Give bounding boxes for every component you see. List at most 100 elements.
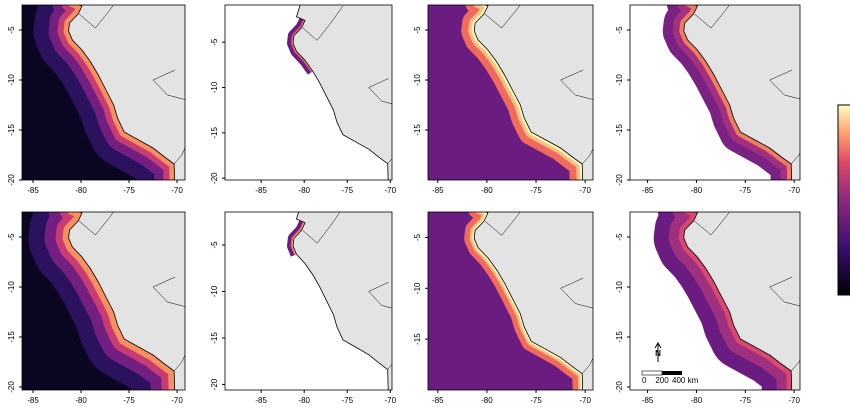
- x-tick-label: -70: [384, 186, 396, 195]
- x-tick-label: -75: [530, 186, 542, 195]
- scale-bar-white: [641, 370, 663, 376]
- x-tick-label: -85: [642, 396, 654, 405]
- y-tick-label: -15: [413, 124, 422, 136]
- border: [694, 212, 730, 236]
- x-tick-label: -85: [27, 396, 39, 405]
- border: [484, 212, 521, 236]
- colorbar: [837, 104, 850, 296]
- x-tick-label: -80: [691, 396, 703, 405]
- x-tick-label: -80: [298, 396, 310, 405]
- map-panel: [428, 5, 593, 180]
- border: [694, 5, 730, 29]
- x-tick-label: -75: [123, 396, 135, 405]
- y-tick-label: -5: [7, 233, 16, 241]
- y-tick-label: -20: [210, 378, 219, 390]
- frame: [629, 211, 801, 391]
- y-tick-label: -5: [7, 26, 16, 34]
- x-tick-label: -70: [579, 186, 591, 195]
- x-tick-label: -75: [740, 396, 752, 405]
- map-panel: [428, 212, 593, 390]
- border: [173, 147, 185, 165]
- y-tick-label: -15: [210, 332, 219, 344]
- frame: [21, 211, 186, 391]
- y-tick-label: -15: [7, 124, 16, 136]
- x-tick-label: -80: [75, 186, 87, 195]
- border: [387, 363, 392, 370]
- north-arrow-head: [654, 342, 662, 349]
- frame: [21, 4, 186, 181]
- y-tick-label: -5: [210, 38, 219, 46]
- map-panel: [22, 5, 185, 180]
- y-tick-label: -15: [7, 331, 16, 343]
- land: [292, 5, 392, 180]
- x-tick-label: -80: [481, 186, 493, 195]
- x-tick-label: -80: [75, 396, 87, 405]
- border: [302, 212, 341, 244]
- y-tick-label: -10: [615, 74, 624, 86]
- border: [152, 69, 185, 100]
- y-tick-label: -15: [615, 331, 624, 343]
- y-tick-label: -10: [413, 282, 422, 294]
- map-panel: [22, 212, 185, 390]
- x-tick-label: -75: [530, 396, 542, 405]
- map-panel: [225, 5, 392, 180]
- x-tick-label: -85: [432, 396, 444, 405]
- y-tick-label: -10: [615, 281, 624, 293]
- y-tick-label: -20: [210, 172, 219, 184]
- land: [292, 212, 392, 390]
- border: [769, 69, 800, 100]
- scale-label: 400 km: [672, 376, 699, 385]
- border: [387, 158, 392, 164]
- land: [473, 5, 593, 180]
- y-tick-label: -15: [210, 127, 219, 139]
- y-tick-label: -5: [615, 233, 624, 241]
- map-panel: [630, 5, 800, 180]
- x-tick-label: -85: [642, 186, 654, 195]
- border: [791, 359, 800, 372]
- x-tick-label: -70: [788, 186, 800, 195]
- border: [560, 69, 593, 100]
- border: [560, 277, 593, 309]
- x-tick-label: -70: [788, 396, 800, 405]
- border: [78, 5, 114, 29]
- x-tick-label: -85: [27, 186, 39, 195]
- scale-label: 0: [642, 376, 647, 385]
- y-tick-label: -10: [7, 281, 16, 293]
- x-tick-label: -70: [171, 186, 183, 195]
- y-tick-label: -20: [7, 174, 16, 186]
- land: [68, 5, 185, 180]
- border: [302, 5, 344, 41]
- frame: [427, 4, 594, 181]
- land: [683, 5, 800, 180]
- y-tick-label: -10: [210, 81, 219, 93]
- border: [368, 281, 392, 309]
- border: [78, 212, 114, 236]
- x-tick-label: -75: [123, 186, 135, 195]
- y-tick-label: -10: [7, 74, 16, 86]
- border: [769, 276, 800, 307]
- land: [473, 212, 593, 390]
- y-tick-label: -10: [210, 285, 219, 297]
- border: [368, 78, 392, 105]
- x-tick-label: -70: [384, 396, 396, 405]
- x-tick-label: -75: [740, 186, 752, 195]
- border: [484, 5, 521, 29]
- border: [791, 152, 800, 165]
- y-tick-label: -10: [413, 74, 422, 86]
- x-tick-label: -85: [255, 186, 267, 195]
- map-panel: [225, 212, 392, 390]
- land: [683, 212, 800, 390]
- x-tick-label: -80: [481, 396, 493, 405]
- y-tick-label: -5: [413, 26, 422, 34]
- x-tick-label: -70: [579, 396, 591, 405]
- y-tick-label: -20: [7, 381, 16, 393]
- y-tick-label: -20: [615, 381, 624, 393]
- y-tick-label: -5: [615, 26, 624, 34]
- x-tick-label: -70: [171, 396, 183, 405]
- frame: [629, 4, 801, 181]
- frame: [224, 211, 393, 391]
- scale-bar-black: [662, 371, 682, 375]
- north-label: N: [655, 349, 661, 358]
- x-tick-label: -80: [691, 186, 703, 195]
- scale-label: 200: [655, 376, 669, 385]
